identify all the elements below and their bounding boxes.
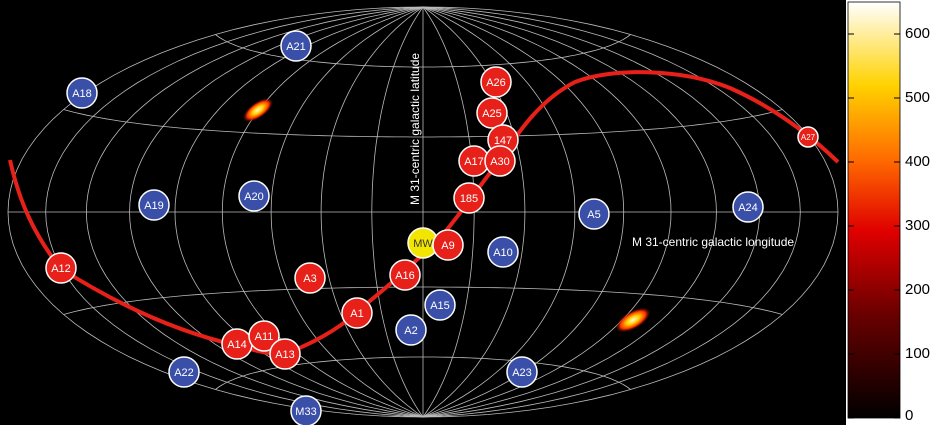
marker — [797, 126, 819, 148]
parallel — [63, 109, 783, 138]
tick-label: 400 — [905, 153, 930, 170]
colorbar-ticks: 0 100 200 300 400 500 600 — [848, 25, 930, 424]
marker-label: A20 — [244, 191, 264, 203]
marker — [476, 97, 508, 129]
marker — [294, 262, 326, 294]
marker — [341, 297, 373, 329]
marker — [66, 77, 98, 109]
marker-label: A19 — [144, 200, 164, 212]
marker — [138, 189, 170, 221]
marker-label: A30 — [490, 156, 510, 168]
marker-label: A21 — [286, 41, 306, 53]
marker-label: A2 — [404, 325, 417, 337]
density-peak — [242, 97, 274, 123]
marker — [732, 191, 764, 223]
marker-label: A16 — [395, 270, 415, 282]
marker-label: A13 — [275, 349, 295, 361]
tick-label: 200 — [905, 281, 930, 298]
marker — [395, 314, 427, 346]
marker — [389, 259, 421, 291]
marker-label: A12 — [51, 263, 71, 275]
marker-label: A14 — [227, 339, 247, 351]
tick-label: 0 — [905, 407, 913, 424]
marker-label: A17 — [464, 156, 484, 168]
tick-label: 600 — [905, 25, 930, 42]
marker-label: A10 — [493, 247, 513, 259]
marker-label: A18 — [72, 88, 92, 100]
marker — [238, 180, 270, 212]
marker-label: 147 — [494, 135, 512, 147]
parallel — [215, 34, 631, 68]
marker-label: A5 — [587, 209, 600, 221]
marker-label: A9 — [441, 240, 454, 252]
latitude-label: M 31-centric galactic latitude — [408, 53, 422, 205]
marker-label: A24 — [738, 202, 758, 214]
marker — [453, 182, 485, 214]
marker-label: A11 — [255, 331, 274, 343]
tick-label: 500 — [905, 89, 930, 106]
marker-label: A1 — [350, 308, 363, 320]
parallel — [63, 286, 783, 315]
marker-label: A26 — [486, 77, 506, 89]
marker — [248, 320, 280, 352]
marker-label: 185 — [460, 193, 478, 205]
marker-label: A15 — [430, 300, 450, 312]
marker — [432, 229, 464, 261]
marker — [484, 145, 516, 177]
marker — [290, 395, 322, 425]
tick-label: 300 — [905, 217, 930, 234]
marker — [280, 30, 312, 62]
tick-label: 100 — [905, 345, 930, 362]
marker-label: A23 — [512, 367, 532, 379]
marker — [480, 66, 512, 98]
marker — [506, 356, 538, 388]
marker — [487, 236, 519, 268]
longitude-label: M 31-centric galactic longitude — [632, 235, 794, 249]
markers: A21 A18 A26 A25 147 A17 A30 A27 185 A19 A20 A5 A24 MW… — [45, 30, 819, 425]
marker — [168, 356, 200, 388]
marker-label: A25 — [482, 108, 502, 120]
marker-label: A22 — [174, 367, 194, 379]
marker — [269, 338, 301, 370]
parallel — [215, 356, 631, 390]
marker — [578, 198, 610, 230]
marker-label: M33 — [295, 406, 316, 418]
marker — [424, 289, 456, 321]
marker-label: MW — [413, 238, 433, 250]
density-peak — [615, 307, 651, 333]
marker-label: A27 — [801, 133, 816, 142]
marker — [45, 252, 77, 284]
marker-label: A3 — [303, 273, 316, 285]
colorbar — [847, 1, 901, 419]
